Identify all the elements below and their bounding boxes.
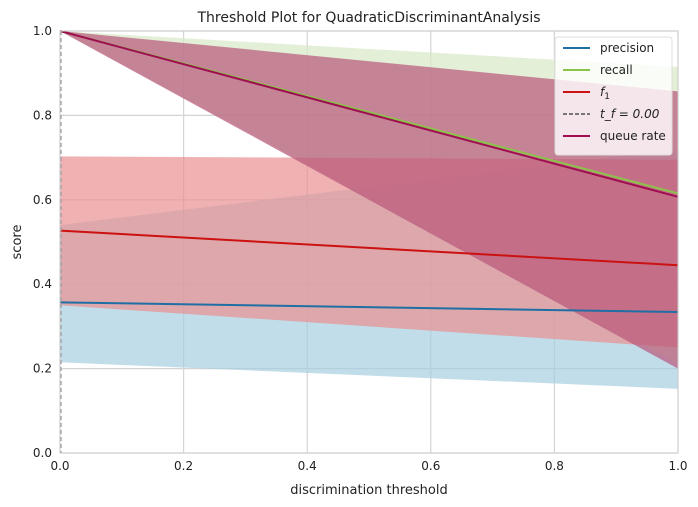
x-tick-label: 0.2: [174, 459, 193, 473]
y-tick-label: 0.8: [33, 108, 52, 122]
x-tick-label: 0.0: [50, 459, 69, 473]
plot-frame: [59, 30, 679, 454]
legend-label-f1: f1: [600, 85, 610, 102]
confidence-bands: [60, 31, 678, 389]
legend-label-threshold: t_f = 0.00: [600, 107, 660, 121]
x-tick-label: 1.0: [668, 459, 687, 473]
legend-label-recall: recall: [600, 63, 633, 77]
x-tick-label: 0.8: [545, 459, 564, 473]
y-tick-label: 0.0: [33, 446, 52, 460]
x-tick-label: 0.4: [298, 459, 317, 473]
line-f-1: [59, 229, 679, 267]
y-tick-labels: 0.0 0.2 0.4 0.6 0.8 1.0: [33, 24, 52, 460]
x-tick-label: 0.6: [421, 459, 440, 473]
line-queue-rate: [59, 30, 679, 198]
legend-f1-base: f: [600, 85, 606, 99]
legend-label-precision: precision: [600, 41, 654, 55]
band-queue-rate: [60, 31, 678, 369]
series-lines: [59, 30, 679, 314]
chart-title: Threshold Plot for QuadraticDiscriminant…: [196, 10, 540, 26]
y-tick-label: 1.0: [33, 24, 52, 38]
y-tick-label: 0.4: [33, 277, 52, 291]
x-tick-labels: 0.0 0.2 0.4 0.6 0.8 1.0: [50, 459, 687, 473]
line-precision: [59, 301, 679, 314]
legend: precision recall f1 t_f = 0.00 queue rate: [554, 36, 673, 156]
legend-box: [554, 36, 673, 156]
legend-label-queue-rate: queue rate: [600, 129, 666, 143]
y-tick-label: 0.2: [33, 362, 52, 376]
y-tick-label: 0.6: [33, 193, 52, 207]
x-axis-label: discrimination threshold: [290, 483, 447, 498]
y-axis-label: score: [10, 225, 25, 260]
legend-f1-sub: 1: [604, 92, 610, 102]
